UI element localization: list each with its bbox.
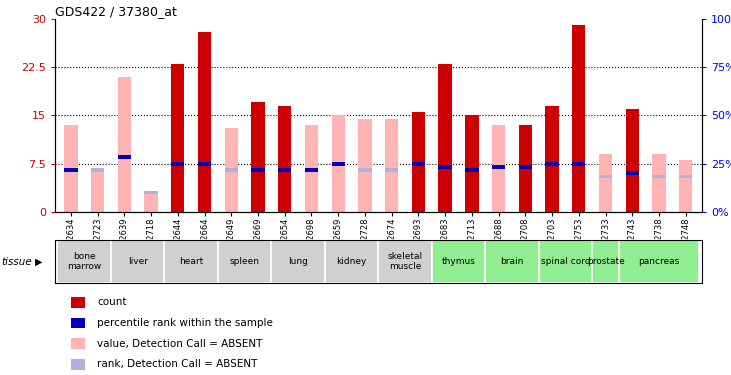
Bar <box>71 318 86 328</box>
Bar <box>145 190 158 195</box>
Text: spinal cord: spinal cord <box>541 257 590 266</box>
Bar <box>465 168 479 172</box>
Text: heart: heart <box>179 257 203 266</box>
Bar <box>198 32 211 212</box>
Bar <box>378 240 432 283</box>
Bar <box>652 154 666 212</box>
Bar <box>251 102 265 212</box>
Text: GDS422 / 37380_at: GDS422 / 37380_at <box>55 4 177 18</box>
Bar <box>599 174 612 178</box>
Text: spleen: spleen <box>230 257 260 266</box>
Bar <box>626 171 639 175</box>
Bar <box>432 240 485 283</box>
Bar <box>358 118 371 212</box>
Bar <box>278 106 292 212</box>
Bar <box>278 168 292 172</box>
Bar <box>485 240 539 283</box>
Text: liver: liver <box>128 257 148 266</box>
Bar <box>218 240 271 283</box>
Bar <box>91 168 105 212</box>
Text: brain: brain <box>500 257 523 266</box>
Bar <box>118 77 131 212</box>
Bar <box>71 338 86 349</box>
Bar <box>599 154 612 212</box>
Bar <box>332 162 345 165</box>
Text: prostate: prostate <box>587 257 624 266</box>
Bar <box>171 64 184 212</box>
Text: count: count <box>97 297 126 307</box>
Text: percentile rank within the sample: percentile rank within the sample <box>97 318 273 328</box>
Bar <box>271 240 325 283</box>
Bar <box>64 168 77 172</box>
Bar <box>358 168 371 172</box>
Bar <box>518 125 532 212</box>
Bar <box>58 240 111 283</box>
Text: skeletal
muscle: skeletal muscle <box>387 252 423 271</box>
Bar <box>619 240 699 283</box>
Text: kidney: kidney <box>336 257 367 266</box>
Bar <box>572 25 586 212</box>
Bar <box>652 174 666 178</box>
Bar <box>385 168 398 172</box>
Bar <box>592 240 619 283</box>
Bar <box>251 168 265 172</box>
Bar <box>492 165 505 169</box>
Text: rank, Detection Call = ABSENT: rank, Detection Call = ABSENT <box>97 359 257 369</box>
Bar <box>518 165 532 169</box>
Bar <box>626 109 639 212</box>
Bar <box>412 112 425 212</box>
Bar <box>145 190 158 212</box>
Bar <box>545 106 558 212</box>
Bar <box>412 162 425 165</box>
Bar <box>545 162 558 165</box>
Bar <box>224 128 238 212</box>
Text: bone
marrow: bone marrow <box>67 252 102 271</box>
Bar <box>325 240 378 283</box>
Bar <box>111 240 164 283</box>
Text: lung: lung <box>288 257 308 266</box>
Bar <box>71 359 86 370</box>
Bar <box>91 168 105 172</box>
Bar <box>118 155 131 159</box>
Bar <box>572 162 586 165</box>
Bar <box>171 162 184 165</box>
Bar <box>492 125 505 212</box>
Text: thymus: thymus <box>442 257 475 266</box>
Bar <box>679 160 692 212</box>
Text: pancreas: pancreas <box>638 257 680 266</box>
Bar <box>465 116 479 212</box>
Text: value, Detection Call = ABSENT: value, Detection Call = ABSENT <box>97 339 262 349</box>
Bar <box>439 165 452 169</box>
Bar <box>224 168 238 172</box>
Text: tissue: tissue <box>1 256 32 267</box>
Bar <box>164 240 218 283</box>
Bar <box>64 125 77 212</box>
Bar <box>305 168 318 172</box>
Bar <box>539 240 592 283</box>
Bar <box>679 174 692 178</box>
Text: ▶: ▶ <box>35 256 42 267</box>
Bar <box>305 125 318 212</box>
Bar <box>71 297 86 308</box>
Bar <box>198 162 211 165</box>
Bar <box>332 116 345 212</box>
Bar <box>385 118 398 212</box>
Bar <box>439 64 452 212</box>
